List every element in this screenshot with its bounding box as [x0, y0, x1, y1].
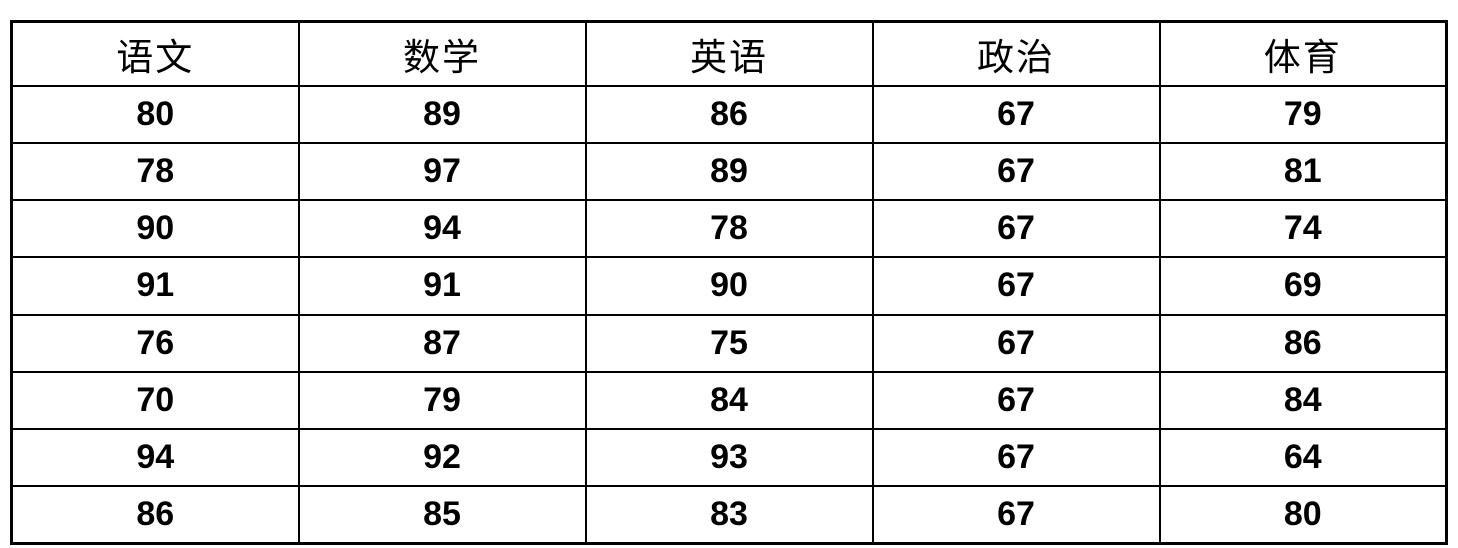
- table-cell: 89: [297, 84, 587, 144]
- table-cell: 94: [297, 198, 587, 259]
- table-cell: 90: [10, 198, 300, 259]
- table-cell: 67: [871, 84, 1161, 144]
- table-row: 91 91 90 67 69: [10, 256, 1448, 316]
- table-cell: 86: [584, 84, 874, 144]
- table-cell: 84: [1158, 370, 1448, 431]
- table-cell: 91: [10, 256, 300, 316]
- table-cell: 67: [871, 141, 1161, 202]
- table-cell: 92: [297, 427, 587, 488]
- header-cell-english: 英语: [584, 20, 874, 87]
- table-cell: 83: [584, 485, 874, 545]
- table-cell: 79: [1158, 84, 1448, 144]
- table-cell: 76: [10, 313, 300, 373]
- header-cell-chinese: 语文: [10, 20, 300, 87]
- table-cell: 67: [871, 370, 1161, 431]
- table-cell: 86: [10, 485, 300, 545]
- table-cell: 67: [871, 256, 1161, 316]
- table-row: 86 85 83 67 80: [10, 485, 1448, 545]
- table-cell: 80: [10, 84, 300, 144]
- table-cell: 91: [297, 256, 587, 316]
- header-cell-math: 数学: [297, 20, 587, 87]
- table-row: 80 89 86 67 79: [10, 84, 1448, 144]
- table-cell: 84: [584, 370, 874, 431]
- table-row: 76 87 75 67 86: [10, 313, 1448, 373]
- table-cell: 86: [1158, 313, 1448, 373]
- table-cell: 67: [871, 313, 1161, 373]
- table-cell: 94: [10, 427, 300, 488]
- table-cell: 85: [297, 485, 587, 545]
- table-cell: 93: [584, 427, 874, 488]
- table-cell: 74: [1158, 198, 1448, 259]
- table-cell: 64: [1158, 427, 1448, 488]
- table-row: 94 92 93 67 64: [10, 427, 1448, 488]
- table-cell: 67: [871, 427, 1161, 488]
- table-cell: 80: [1158, 485, 1448, 545]
- table-cell: 67: [871, 485, 1161, 545]
- table-row: 70 79 84 67 84: [10, 370, 1448, 431]
- table-row: 78 97 89 67 81: [10, 141, 1448, 202]
- table-cell: 81: [1158, 141, 1448, 202]
- table-cell: 67: [871, 198, 1161, 259]
- scores-table-body: 80 89 86 67 79 78 97 89 67 81 90 94 78 67 74 91 91 90 67 69…: [10, 84, 1448, 545]
- table-cell: 78: [584, 198, 874, 259]
- table-cell: 79: [297, 370, 587, 431]
- table-cell: 75: [584, 313, 874, 373]
- table-cell: 70: [10, 370, 300, 431]
- table-cell: 69: [1158, 256, 1448, 316]
- header-cell-pe: 体育: [1158, 20, 1448, 87]
- header-row: 语文 数学 英语 政治 体育: [10, 20, 1448, 87]
- header-cell-politics: 政治: [871, 20, 1161, 87]
- table-cell: 87: [297, 313, 587, 373]
- table-row: 90 94 78 67 74: [10, 198, 1448, 259]
- table-cell: 89: [584, 141, 874, 202]
- scores-table-head: 语文 数学 英语 政治 体育: [10, 20, 1448, 87]
- table-cell: 90: [584, 256, 874, 316]
- table-cell: 78: [10, 141, 300, 202]
- table-cell: 97: [297, 141, 587, 202]
- scores-table: 语文 数学 英语 政治 体育 80 89 86 67 79 78 97 89 67 81 90 94 7…: [10, 20, 1448, 545]
